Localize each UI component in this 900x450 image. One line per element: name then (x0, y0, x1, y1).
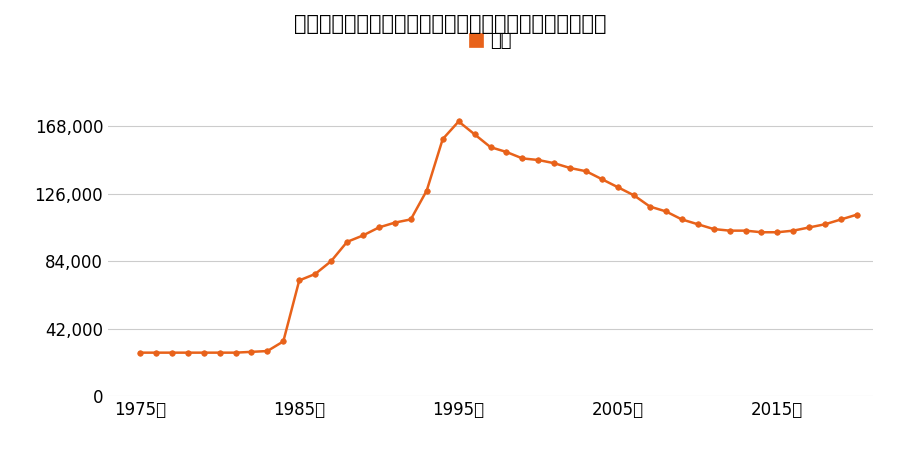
価格 (183, 350, 194, 356)
価格 (357, 233, 368, 238)
価格 (756, 230, 767, 235)
価格 (342, 239, 353, 245)
価格 (788, 228, 798, 234)
価格 (150, 350, 161, 356)
価格 (374, 225, 384, 230)
価格 (166, 350, 177, 356)
価格 (597, 176, 608, 182)
価格 (565, 165, 576, 171)
価格 (580, 169, 591, 174)
価格 (230, 350, 241, 356)
価格 (246, 349, 256, 355)
価格 (708, 226, 719, 232)
価格 (613, 184, 624, 190)
価格 (390, 220, 400, 225)
価格 (405, 217, 416, 222)
価格 (262, 348, 273, 354)
価格 (820, 221, 831, 227)
価格 (421, 188, 432, 193)
価格 (134, 350, 145, 356)
価格 (454, 119, 464, 124)
Legend: 価格: 価格 (462, 25, 519, 57)
価格 (740, 228, 751, 234)
価格 (501, 149, 512, 155)
価格 (326, 258, 337, 264)
価格 (310, 271, 320, 277)
価格 (677, 217, 688, 222)
価格 (851, 212, 862, 217)
価格 (469, 131, 480, 137)
価格 (772, 230, 783, 235)
価格 (293, 278, 304, 283)
価格 (804, 225, 814, 230)
価格 (533, 158, 544, 163)
価格 (437, 136, 448, 142)
価格 (517, 156, 527, 161)
価格 (278, 339, 289, 344)
Line: 価格: 価格 (137, 119, 859, 356)
価格 (485, 144, 496, 150)
価格 (628, 193, 639, 198)
価格 (549, 161, 560, 166)
価格 (692, 221, 703, 227)
価格 (836, 217, 847, 222)
価格 (214, 350, 225, 356)
Text: 愛知県豊橋市岩田町字中郷中１８番２の一部の地価推移: 愛知県豊橋市岩田町字中郷中１８番２の一部の地価推移 (293, 14, 607, 33)
価格 (644, 204, 655, 209)
価格 (661, 209, 671, 214)
価格 (724, 228, 735, 234)
価格 (198, 350, 209, 356)
